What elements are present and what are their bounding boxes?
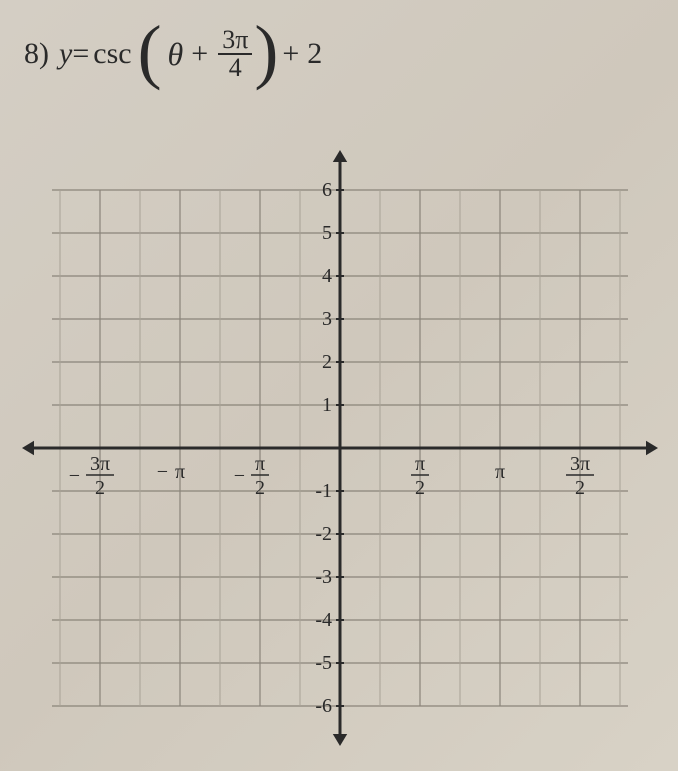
- graph-svg: -6-5-4-3-2-1123456−3π2−π−π2π2π3π2: [20, 148, 660, 748]
- left-paren: (: [138, 15, 162, 87]
- svg-text:-1: -1: [315, 480, 332, 502]
- coordinate-plane: -6-5-4-3-2-1123456−3π2−π−π2π2π3π2: [20, 148, 660, 748]
- svg-text:-6: -6: [315, 695, 332, 717]
- constant-2: 2: [307, 37, 322, 71]
- svg-text:−: −: [69, 465, 80, 487]
- svg-text:3π: 3π: [570, 453, 590, 475]
- svg-text:-5: -5: [315, 652, 332, 674]
- equals-sign: =: [72, 37, 89, 71]
- frac-den: 4: [225, 55, 246, 81]
- svg-text:-3: -3: [315, 566, 332, 588]
- svg-text:1: 1: [322, 394, 332, 416]
- theta: θ: [168, 36, 184, 73]
- svg-text:π: π: [415, 453, 425, 475]
- svg-text:π: π: [175, 461, 185, 483]
- function-csc: csc: [93, 37, 131, 71]
- frac-num: 3π: [218, 27, 252, 53]
- plus-inner: +: [191, 37, 208, 71]
- svg-text:4: 4: [322, 265, 332, 287]
- svg-text:2: 2: [415, 477, 425, 499]
- svg-text:5: 5: [322, 222, 332, 244]
- svg-text:2: 2: [255, 477, 265, 499]
- svg-text:2: 2: [95, 477, 105, 499]
- svg-text:3π: 3π: [90, 453, 110, 475]
- svg-text:3: 3: [322, 308, 332, 330]
- fraction-3pi-4: 3π 4: [218, 27, 252, 81]
- problem-number: 8): [24, 37, 49, 71]
- variable-y: y: [59, 37, 72, 71]
- svg-text:−: −: [157, 461, 168, 483]
- svg-text:6: 6: [322, 179, 332, 201]
- svg-text:-4: -4: [315, 609, 332, 631]
- svg-text:−: −: [234, 465, 245, 487]
- right-paren: ): [254, 15, 278, 87]
- svg-text:2: 2: [322, 351, 332, 373]
- svg-text:π: π: [255, 453, 265, 475]
- equation: 8) y = csc ( θ + 3π 4 ) + 2: [24, 18, 322, 90]
- svg-text:π: π: [495, 461, 505, 483]
- svg-text:2: 2: [575, 477, 585, 499]
- svg-text:-2: -2: [315, 523, 332, 545]
- plus-outer: +: [282, 37, 299, 71]
